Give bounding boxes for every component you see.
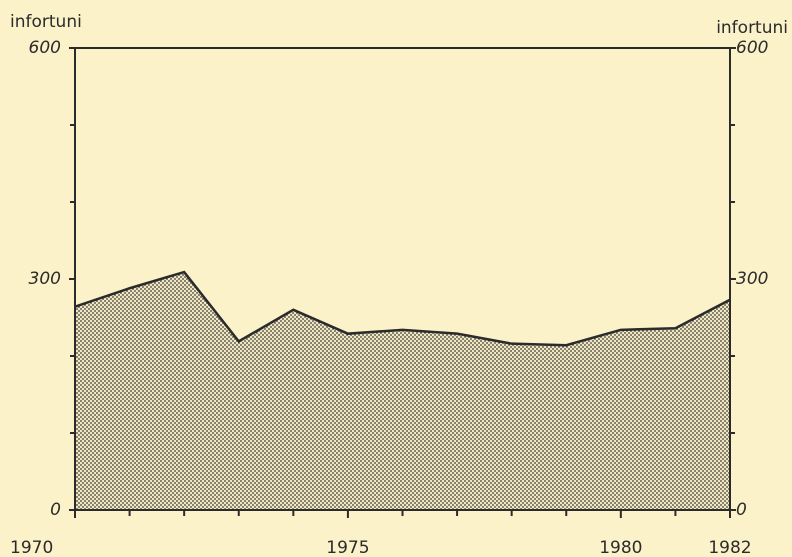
y-axis-label: infortuni xyxy=(10,12,82,32)
x-tick-label: 1970 xyxy=(10,538,53,557)
x-tick-label: 1975 xyxy=(326,538,369,557)
area xyxy=(75,272,730,510)
y-tick-label: 300 xyxy=(29,269,61,289)
y-tick-label: 0 xyxy=(50,500,61,520)
y2-tick-label: 600 xyxy=(736,38,768,58)
line xyxy=(74,270,731,347)
y2-tick-label: 0 xyxy=(736,500,747,520)
x-tick-label: 1982 xyxy=(708,538,751,557)
y-tick-label: 600 xyxy=(29,38,61,58)
x-tick-label: 1980 xyxy=(599,538,642,557)
y2-axis-label: infortuni xyxy=(716,18,788,38)
y2-tick-label: 300 xyxy=(736,269,768,289)
